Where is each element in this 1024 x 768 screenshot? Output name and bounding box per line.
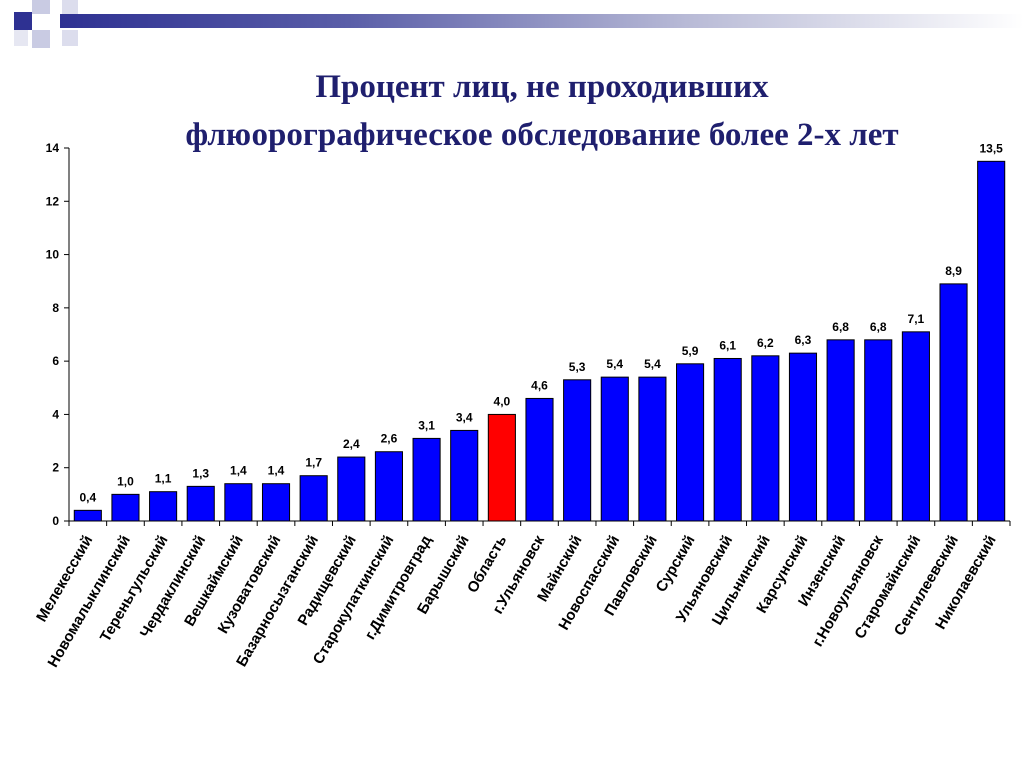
value-label: 4,0	[494, 394, 511, 408]
y-tick-label: 12	[46, 194, 60, 208]
value-label: 4,6	[531, 378, 548, 392]
bar-11	[450, 429, 479, 522]
value-label: 3,1	[418, 418, 435, 432]
header-decoration	[0, 0, 1024, 50]
value-label: 6,1	[719, 338, 736, 352]
y-tick-label: 14	[46, 141, 60, 155]
y-tick-label: 2	[52, 461, 59, 475]
value-label: 1,1	[155, 472, 172, 486]
chart-category-labels: МелекесскийНовомалыклинскийТереньгульски…	[33, 532, 999, 670]
value-label: 6,3	[795, 333, 812, 347]
value-label: 1,4	[268, 464, 285, 478]
value-label: 1,7	[305, 456, 322, 470]
bar-22	[864, 339, 893, 522]
bar-10	[412, 437, 441, 522]
y-tick-label: 4	[52, 407, 59, 421]
value-label: 0,4	[79, 490, 96, 504]
chart-title-line2: флюорографическое обследование более 2-х…	[185, 117, 899, 153]
y-tick-label: 8	[52, 301, 59, 315]
bar-6	[261, 483, 291, 522]
value-label: 6,2	[757, 336, 774, 350]
value-label: 13,5	[980, 141, 1004, 155]
bar-4	[186, 485, 215, 522]
bar-2	[111, 493, 140, 522]
bar-8	[337, 456, 366, 522]
value-label: 2,6	[381, 432, 398, 446]
value-label: 5,4	[644, 357, 661, 371]
bar-16	[638, 376, 667, 522]
chart-value-labels: 0,4 1,0 1,1 1,3 1,4 1,4 1,7 2,4 2,6 3,1 3,4 4,0 4,6 5…	[79, 141, 1003, 504]
bar-21	[826, 339, 855, 522]
bar-15	[600, 376, 629, 522]
value-label: 8,9	[945, 264, 962, 278]
value-label: 1,3	[192, 466, 209, 480]
value-label: 6,8	[870, 320, 887, 334]
bar-14	[563, 379, 592, 522]
value-label: 5,9	[682, 344, 699, 358]
value-label: 7,1	[908, 312, 925, 326]
y-tick-label: 6	[52, 354, 59, 368]
deco-square-light	[14, 30, 28, 46]
bar-24	[939, 283, 968, 522]
bar-13	[525, 397, 554, 522]
deco-square-light	[32, 30, 50, 48]
bar-18	[713, 357, 742, 522]
header-gradient-bar	[60, 14, 1024, 28]
value-label: 3,4	[456, 410, 473, 424]
bar-5	[224, 483, 253, 522]
bar-20	[788, 352, 818, 522]
value-label: 5,4	[606, 357, 623, 371]
bar-19	[751, 355, 780, 522]
bar-7	[299, 475, 328, 522]
deco-square-light	[62, 0, 78, 14]
bar-17	[676, 363, 705, 522]
y-tick-label: 10	[46, 248, 60, 262]
bar-1	[73, 509, 102, 522]
bar-3	[149, 491, 178, 522]
deco-square-light	[62, 30, 78, 46]
value-label: 6,8	[832, 320, 849, 334]
chart-title-line1: Процент лиц, не проходивших	[315, 69, 769, 105]
deco-square-light	[32, 0, 50, 14]
y-tick-label: 0	[52, 514, 59, 528]
bar-12	[487, 413, 516, 522]
bar-25	[977, 160, 1006, 522]
bar-23	[901, 331, 930, 522]
value-label: 1,0	[117, 474, 134, 488]
category-label: Тереньгульский	[97, 533, 172, 645]
deco-square-dark	[14, 12, 32, 30]
value-label: 2,4	[343, 437, 360, 451]
value-label: 1,4	[230, 464, 247, 478]
value-label: 5,3	[569, 360, 586, 374]
chart-bars	[73, 160, 1006, 522]
bar-9	[374, 451, 403, 522]
